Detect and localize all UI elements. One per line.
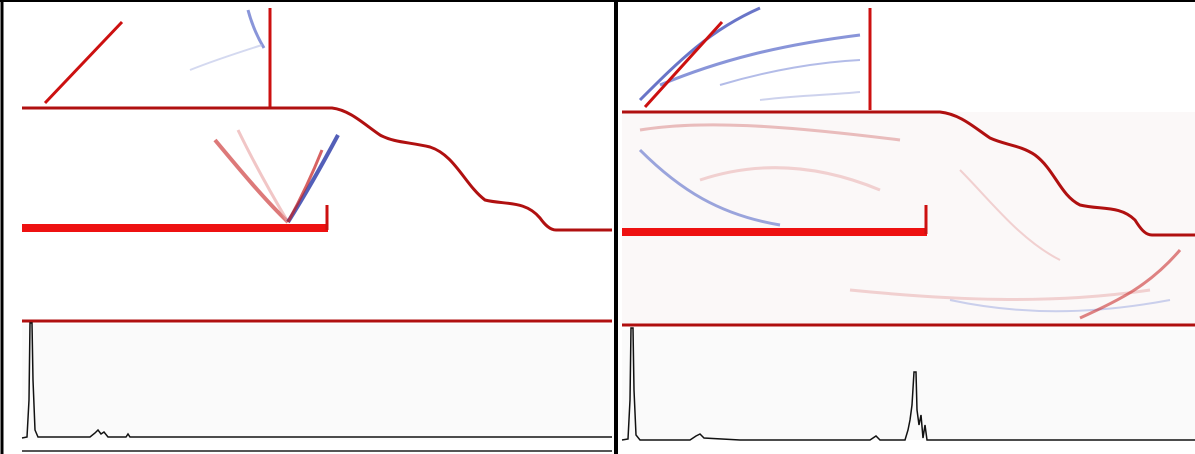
signal-area [622,330,1195,440]
receiver-bar [622,228,927,236]
noise-field [622,112,1195,324]
receiver-bar [22,224,328,232]
screenshot [0,0,1195,454]
signal-area [22,324,610,440]
